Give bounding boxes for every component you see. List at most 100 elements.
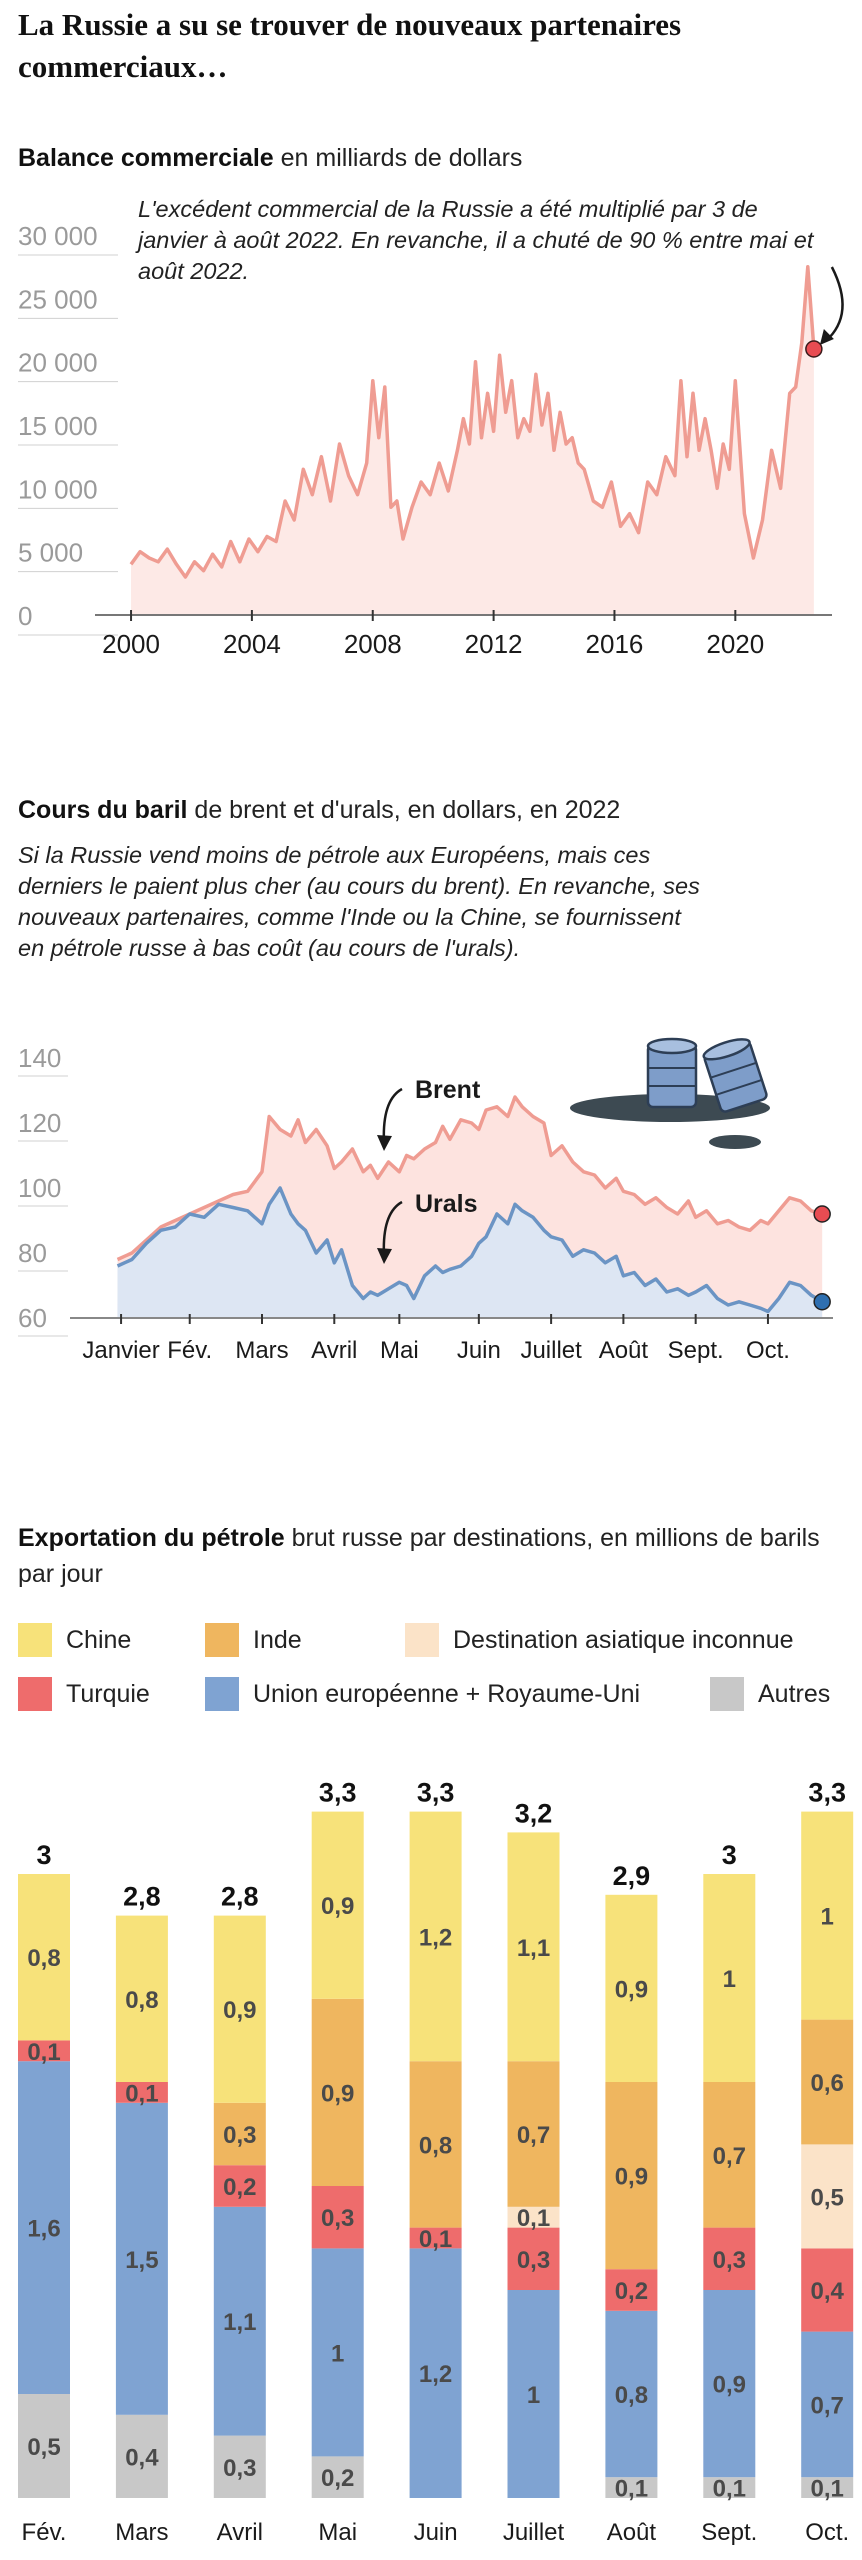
bar-segment-label: 0,1 xyxy=(125,2080,158,2107)
brent-label: Brent xyxy=(415,1076,481,1104)
legend-label: Destination asiatique inconnue xyxy=(453,1625,794,1654)
y-tick-label: 140 xyxy=(18,1043,61,1073)
bar-segment xyxy=(605,2269,658,2311)
legend-swatch xyxy=(405,1623,439,1657)
bar-segment-label: 0,3 xyxy=(517,2247,550,2274)
x-tick-label: Juillet xyxy=(503,2519,565,2546)
bar-segment-label: 0,2 xyxy=(321,2465,354,2492)
bar-segment xyxy=(311,2186,364,2249)
bar-segment-label: 0,9 xyxy=(223,1997,256,2024)
x-tick-label: 2004 xyxy=(223,629,281,659)
x-tick-label: Mars xyxy=(235,1337,288,1364)
bar-segment-label: 0,9 xyxy=(321,2080,354,2107)
export-legend: Chine Inde Destination asiatique inconnue T… xyxy=(18,1620,858,1730)
bar-segment-label: 0,9 xyxy=(615,1976,648,2003)
bar-segment xyxy=(703,2082,756,2228)
x-tick-label: Juin xyxy=(457,1337,501,1364)
legend-item: Chine xyxy=(18,1620,131,1660)
bar-segment xyxy=(213,2102,266,2166)
legend-item: Destination asiatique inconnue xyxy=(405,1620,794,1660)
bar-segment-label: 0,9 xyxy=(713,2372,746,2399)
bar-segment-label: 1,1 xyxy=(223,2309,256,2336)
x-tick-label: Août xyxy=(599,1337,649,1364)
bar-segment-label: 1 xyxy=(821,1904,834,1931)
x-tick-label: Mai xyxy=(318,2519,357,2546)
export-title-rest: brut russe par destinations, en millions… xyxy=(18,1524,820,1588)
x-tick-label: Août xyxy=(607,2519,657,2546)
legend-swatch xyxy=(205,1623,239,1657)
bar-segment xyxy=(18,1874,70,2041)
bar-segment-label: 1,1 xyxy=(517,1935,550,1962)
x-tick-label: 2020 xyxy=(706,629,764,659)
legend-label: Chine xyxy=(66,1625,132,1654)
bar-segment xyxy=(213,2206,266,2436)
barrel-right xyxy=(702,1038,768,1113)
y-tick-label: 10 000 xyxy=(18,474,98,504)
legend-item: Turquie xyxy=(18,1674,150,1714)
bar-segment xyxy=(409,1811,462,2062)
bar-total-label: 2,8 xyxy=(221,1882,259,1912)
bar-segment xyxy=(311,2456,364,2498)
bar-segment-label: 1 xyxy=(723,1966,736,1993)
bar-segment xyxy=(801,2477,854,2498)
bar-segment xyxy=(507,2290,560,2498)
y-tick-label: 100 xyxy=(18,1173,61,1203)
x-tick-label: Juin xyxy=(414,2519,458,2546)
urals-line xyxy=(116,1186,824,1314)
export-title-bold: Exportation du pétrole xyxy=(18,1524,285,1552)
bar-total-label: 3,3 xyxy=(319,1778,357,1808)
bar-segment xyxy=(801,1811,854,2020)
bar-segment xyxy=(409,2061,462,2228)
export-section-title: Exportation du pétrole brut russe par de… xyxy=(18,1520,862,1592)
bar-segment xyxy=(115,2414,168,2498)
bar-total-label: 2,8 xyxy=(123,1882,161,1912)
legend-label: Autres xyxy=(758,1679,831,1708)
legend-swatch xyxy=(710,1677,744,1711)
bar-segment-label: 0,7 xyxy=(713,2143,746,2170)
y-tick-label: 60 xyxy=(18,1303,47,1333)
legend-item: Union européenne + Royaume-Uni xyxy=(205,1674,640,1714)
legend-swatch xyxy=(18,1623,52,1657)
bar-total-label: 2,9 xyxy=(613,1861,651,1891)
y-tick-label: 20 000 xyxy=(18,348,98,378)
barrel-left-lid xyxy=(646,1037,698,1055)
barrel-right-band xyxy=(715,1078,763,1096)
x-tick-label: Sept. xyxy=(668,1337,724,1364)
bar-segment xyxy=(605,2477,658,2498)
export-chart: 0,5 1,6 0,1 0,8 3 Fév. 0,4 1,5 0,1 0,8 2,8 Mars 0,3 1… xyxy=(18,1778,854,2546)
page-title: La Russie a su se trouver de nouveaux pa… xyxy=(18,7,682,84)
bar-segment-label: 0,8 xyxy=(419,2132,452,2159)
oil-price-title-rest: de brent et d'urals, en dollars, en 2022 xyxy=(187,796,621,824)
y-tick-label: 80 xyxy=(18,1238,47,1268)
bar-segment-label: 1 xyxy=(331,2340,344,2367)
balance-chart: 30 000 25 000 20 000 15 000 10 000 5 000 0 2000… xyxy=(18,221,844,659)
brent-arrowhead xyxy=(377,1135,392,1151)
bar-segment-label: 0,8 xyxy=(125,1987,158,2014)
bar-segment-label: 0,3 xyxy=(713,2247,746,2274)
y-tick-label: 15 000 xyxy=(18,411,98,441)
x-tick-label: Avril xyxy=(311,1337,357,1364)
x-tick-label: 2012 xyxy=(465,629,523,659)
bar-segment xyxy=(18,2040,70,2062)
annotation-arrowhead xyxy=(819,329,834,345)
bar-segment xyxy=(213,1915,266,2103)
bar-segment-label: 0,9 xyxy=(321,1893,354,1920)
x-tick-label: Janvier xyxy=(82,1337,159,1364)
bar-segment xyxy=(507,1832,560,2062)
bar-segment xyxy=(801,2144,854,2249)
oil-price-note: Si la Russie vend moins de pétrole aux E… xyxy=(18,842,700,961)
bar-segment-label: 0,7 xyxy=(517,2122,550,2149)
urals-label: Urals xyxy=(415,1190,478,1218)
bar-segment-label: 0,1 xyxy=(517,2205,550,2232)
y-tick-label: 25 000 xyxy=(18,284,98,314)
bar-segment xyxy=(703,2477,756,2498)
bar-segment-label: 0,3 xyxy=(321,2205,354,2232)
y-tick-label: 30 000 xyxy=(18,221,98,251)
bar-segment xyxy=(801,2019,854,2145)
x-tick-label: Avril xyxy=(217,2519,263,2546)
x-tick-label: Fév. xyxy=(167,1337,212,1364)
bar-segment-label: 0,2 xyxy=(223,2174,256,2201)
oil-barrels-illustration xyxy=(570,1037,770,1149)
bar-segment-label: 0,3 xyxy=(223,2122,256,2149)
bar-segment xyxy=(507,2206,560,2228)
